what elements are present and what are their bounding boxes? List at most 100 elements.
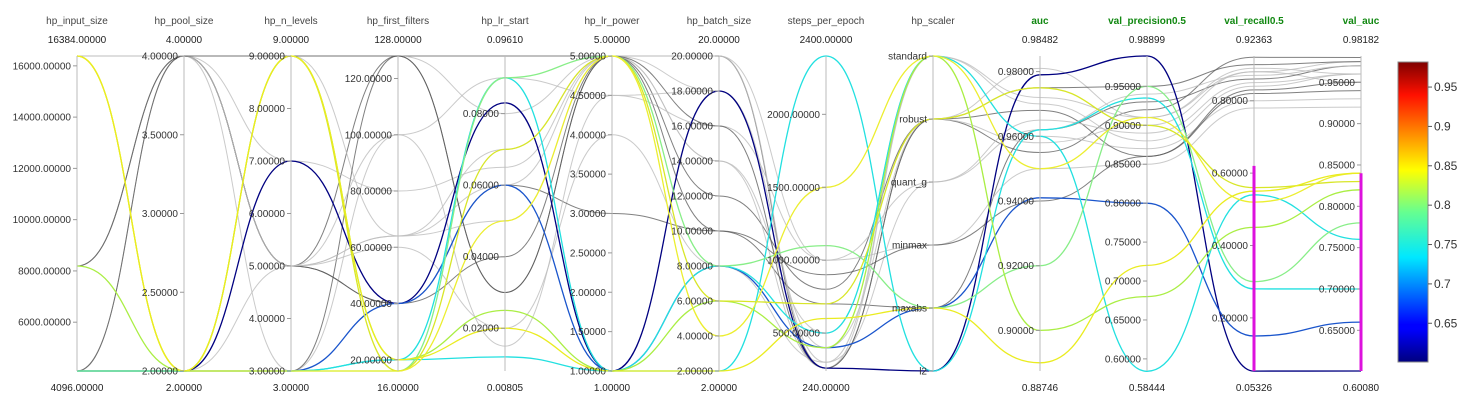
highlighted-run-line (76, 55, 1362, 372)
axis-min-label: 0.88746 (1022, 383, 1059, 394)
colorbar-tick-label: 0.75 (1434, 238, 1458, 252)
axis-min-label: 0.60080 (1343, 383, 1380, 394)
tick-label: 14.00000 (671, 157, 713, 168)
highlighted-run-line (76, 55, 1362, 372)
tick-label: 8000.00000 (18, 266, 71, 277)
axis-max-label: 0.92363 (1236, 35, 1273, 46)
axis-title: hp_input_size (46, 16, 108, 27)
tick-label: 40.00000 (350, 299, 392, 310)
tick-label: 60.00000 (350, 243, 392, 254)
colorbar-tick-label: 0.95 (1434, 80, 1458, 94)
axis-max-label: 0.98482 (1022, 35, 1059, 46)
axis-title: hp_n_levels (264, 16, 317, 27)
tick-label: 2.00000 (677, 367, 714, 378)
tick-label: 0.80000 (1212, 96, 1249, 107)
tick-label: 6000.00000 (18, 318, 71, 329)
tick-label: 7.00000 (249, 157, 286, 168)
axis-title: auc (1031, 16, 1049, 27)
axis-max-label: 4.00000 (166, 35, 203, 46)
axis-max-label: 16384.00000 (48, 35, 107, 46)
axis-title: hp_pool_size (155, 16, 214, 27)
axis-hp-pool-size[interactable]: hp_pool_size 4.00000 2.00000 2.00000 2.50000… (142, 16, 214, 394)
axis-hp-first-filters[interactable]: hp_first_filters 128.00000 16.00000 20.0000… (345, 16, 429, 394)
axis-min-label: 240.00000 (802, 383, 850, 394)
tick-label: 18.00000 (671, 87, 713, 98)
axis-min-label: 0.58444 (1129, 383, 1166, 394)
tick-label: 0.80000 (1319, 202, 1356, 213)
axis-min-label: 4096.00000 (51, 383, 104, 394)
tick-label: 2.50000 (142, 288, 179, 299)
tick-label: 0.60000 (1212, 169, 1249, 180)
axis-title: val_precision0.5 (1108, 16, 1186, 27)
tick-label: standard (888, 52, 927, 63)
highlighted-run-line (76, 55, 1362, 372)
axis-title: hp_lr_power (584, 16, 640, 27)
colorbar-gradient (1397, 61, 1429, 363)
tick-label: l2 (919, 367, 927, 378)
tick-label: 4.00000 (570, 130, 607, 141)
tick-label: 500.00000 (773, 329, 821, 340)
highlighted-run-line (76, 55, 1362, 372)
colorbar-tick-label: 0.9 (1434, 119, 1451, 133)
axis-hp-lr-start[interactable]: hp_lr_start 0.09610 0.00805 0.02000 0.04000 0… (463, 16, 529, 394)
axes-layer: hp_input_size 16384.00000 4096.00000 6000.0… (13, 16, 1380, 394)
axis-hp-input-size[interactable]: hp_input_size 16384.00000 4096.00000 6000.0… (13, 16, 109, 394)
axis-max-label: 20.00000 (698, 35, 740, 46)
tick-label: 3.50000 (142, 130, 179, 141)
tick-label: 16000.00000 (13, 61, 72, 72)
tick-label: 80.00000 (350, 187, 392, 198)
axis-hp-n-levels[interactable]: hp_n_levels 9.00000 3.00000 3.00000 4.00000 5… (249, 16, 318, 394)
tick-label: 0.08000 (463, 109, 500, 120)
tick-label: 2.00000 (142, 367, 179, 378)
background-run-line (76, 55, 1362, 372)
tick-label: 0.02000 (463, 324, 500, 335)
tick-label: 4.00000 (142, 52, 179, 63)
axis-brush-selection[interactable] (1359, 173, 1363, 371)
tick-label: 0.06000 (463, 181, 500, 192)
axis-hp-batch-size[interactable]: hp_batch_size 20.00000 2.00000 2.00000 4.000… (671, 16, 751, 394)
axis-steps-per-epoch[interactable]: steps_per_epoch 2400.00000 240.00000 500.00… (767, 16, 864, 394)
tick-label: 0.95000 (1105, 82, 1142, 93)
tick-label: 0.96000 (998, 132, 1035, 143)
axis-val-precision0-5[interactable]: val_precision0.5 0.98899 0.58444 0.60000 0.6… (1105, 16, 1187, 394)
tick-label: 4.00000 (249, 314, 286, 325)
tick-label: 6.00000 (677, 297, 714, 308)
tick-label: 0.95000 (1319, 78, 1356, 89)
tick-label: 14000.00000 (13, 113, 72, 124)
axis-hp-lr-power[interactable]: hp_lr_power 5.00000 1.00000 1.00000 1.50000 2… (570, 16, 640, 394)
tick-label: 1.00000 (570, 367, 607, 378)
tick-label: 0.90000 (1105, 121, 1142, 132)
tick-label: 0.85000 (1319, 160, 1356, 171)
tick-label: 16.00000 (671, 122, 713, 133)
tick-label: 0.20000 (1212, 313, 1249, 324)
tick-label: 0.85000 (1105, 160, 1142, 171)
tick-label: 2000.00000 (767, 110, 820, 121)
tick-label: 3.00000 (142, 209, 179, 220)
tick-label: 9.00000 (249, 52, 286, 63)
tick-label: 10.00000 (671, 227, 713, 238)
tick-label: 20.00000 (671, 52, 713, 63)
tick-label: 3.50000 (570, 170, 607, 181)
tick-label: 0.98000 (998, 67, 1035, 78)
tick-label: 2.00000 (570, 288, 607, 299)
tick-label: 1.50000 (570, 327, 607, 338)
axis-min-label: 2.00000 (701, 383, 738, 394)
axis-max-label: 128.00000 (374, 35, 422, 46)
axis-brush-selection[interactable] (1252, 165, 1256, 372)
axis-hp-scaler[interactable]: hp_scaler l2 maxabs minmax quant_g robust stan… (888, 16, 955, 378)
colorbar: 0.65 0.7 0.75 0.8 0.85 0.9 0.95 (1397, 61, 1458, 363)
tick-label: 12000.00000 (13, 164, 72, 175)
axis-max-label: 0.98899 (1129, 35, 1166, 46)
axis-min-label: 0.05326 (1236, 383, 1273, 394)
tick-label: 120.00000 (345, 74, 393, 85)
axis-max-label: 5.00000 (594, 35, 631, 46)
tick-label: 0.40000 (1212, 241, 1249, 252)
axis-title: val_recall0.5 (1224, 16, 1284, 27)
tick-label: 3.00000 (570, 209, 607, 220)
tick-label: 0.70000 (1319, 284, 1356, 295)
tick-label: 12.00000 (671, 192, 713, 203)
tick-label: quant_g (891, 178, 927, 189)
axis-auc[interactable]: auc 0.98482 0.88746 0.90000 0.92000 0.94000 0.… (998, 16, 1059, 394)
tick-label: 0.92000 (998, 261, 1035, 272)
